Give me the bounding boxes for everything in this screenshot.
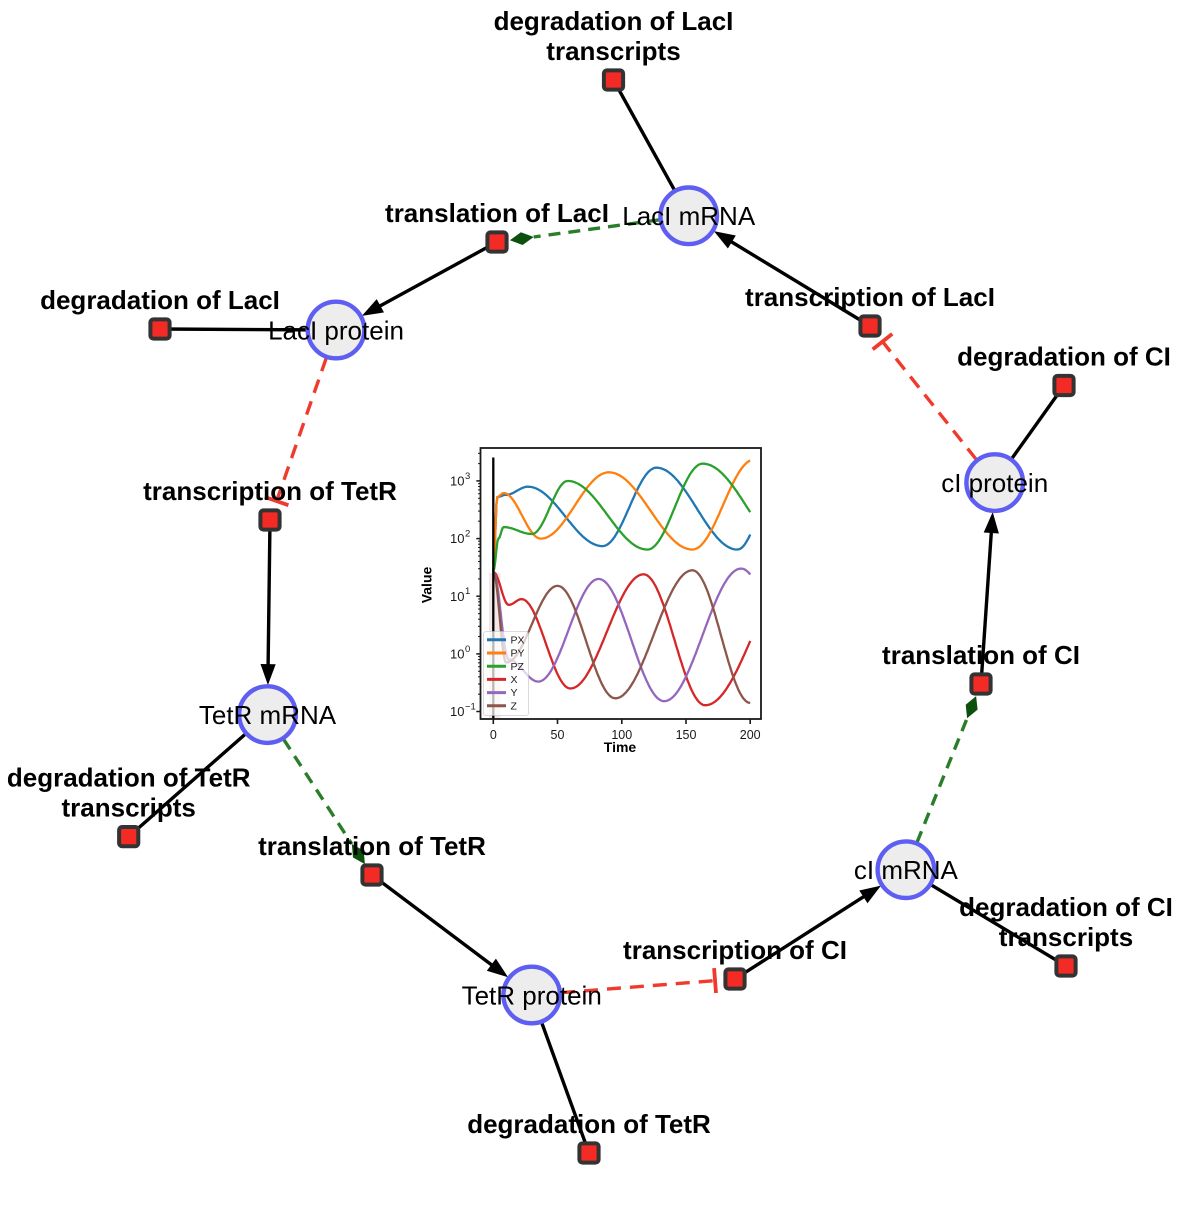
svg-text:transcription of LacI: transcription of LacI: [745, 282, 995, 312]
svg-text:Value: Value: [419, 567, 435, 604]
svg-text:TetR protein: TetR protein: [462, 980, 602, 1010]
svg-text:200: 200: [740, 728, 761, 742]
svg-text:PX: PX: [511, 634, 525, 646]
svg-text:transcripts: transcripts: [546, 36, 680, 66]
svg-text:150: 150: [676, 728, 697, 742]
svg-text:LacI mRNA: LacI mRNA: [622, 201, 756, 231]
svg-text:transcripts: transcripts: [999, 922, 1133, 952]
svg-text:X: X: [511, 674, 518, 686]
svg-text:transcription of CI: transcription of CI: [623, 935, 847, 965]
svg-text:LacI protein: LacI protein: [268, 315, 404, 345]
svg-text:degradation of LacI: degradation of LacI: [40, 285, 280, 315]
svg-text:transcripts: transcripts: [62, 793, 196, 823]
svg-text:cI protein: cI protein: [941, 468, 1048, 498]
svg-text:−1: −1: [465, 702, 476, 713]
svg-text:0: 0: [490, 728, 497, 742]
svg-text:degradation of CI: degradation of CI: [957, 342, 1171, 372]
svg-text:1: 1: [465, 586, 470, 597]
svg-text:translation of LacI: translation of LacI: [385, 198, 609, 228]
svg-text:PZ: PZ: [511, 661, 525, 673]
svg-text:Z: Z: [511, 700, 518, 712]
svg-text:2: 2: [465, 529, 470, 540]
svg-text:10: 10: [450, 589, 464, 604]
svg-text:degradation of TetR: degradation of TetR: [7, 763, 251, 793]
svg-text:translation of TetR: translation of TetR: [258, 831, 486, 861]
svg-text:TetR mRNA: TetR mRNA: [199, 700, 337, 730]
svg-text:PY: PY: [511, 648, 525, 660]
svg-text:cI mRNA: cI mRNA: [854, 855, 959, 885]
svg-text:3: 3: [465, 471, 470, 482]
svg-text:degradation of TetR: degradation of TetR: [467, 1109, 711, 1139]
svg-text:10: 10: [450, 531, 464, 546]
svg-text:10: 10: [450, 704, 464, 719]
svg-text:transcription of TetR: transcription of TetR: [143, 476, 397, 506]
svg-text:10: 10: [450, 473, 464, 488]
svg-text:0: 0: [465, 644, 470, 655]
svg-text:100: 100: [611, 728, 632, 742]
svg-text:10: 10: [450, 646, 464, 661]
svg-text:Time: Time: [604, 739, 637, 755]
svg-text:degradation of CI: degradation of CI: [959, 892, 1173, 922]
svg-text:50: 50: [551, 728, 565, 742]
svg-text:Y: Y: [511, 687, 518, 699]
svg-text:translation of CI: translation of CI: [882, 640, 1080, 670]
svg-text:degradation of LacI: degradation of LacI: [494, 6, 734, 36]
